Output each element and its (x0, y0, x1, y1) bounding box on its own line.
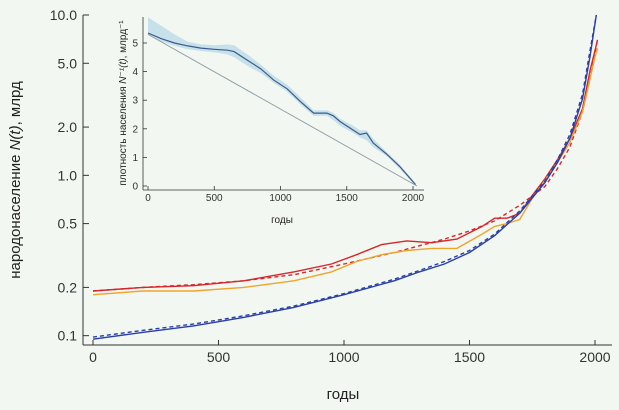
inset-x-tick-label: 0 (145, 193, 151, 204)
inset-x-tick-label: 2000 (402, 193, 425, 204)
inset-x-tick-label: 1500 (336, 193, 359, 204)
y-tick-label: 1.0 (58, 167, 78, 183)
x-tick-label: 500 (207, 349, 231, 365)
y-axis-title-part: , млрд (7, 81, 24, 125)
y-axis-title: народонаселение N(t), млрд (7, 81, 24, 279)
series-line-3 (92, 48, 599, 296)
series-line-4 (92, 14, 597, 340)
inset-x-axis-title: годы (271, 215, 293, 226)
y-tick-label: 0.2 (58, 279, 78, 295)
y-tick-label: 10.0 (50, 7, 77, 23)
series-line-2 (92, 39, 599, 292)
inset-y-axis-title: плотность населения N⁻¹(t), млрд⁻¹ (118, 20, 129, 186)
inset-y-axis-title-part: , млрд⁻¹ (118, 20, 129, 59)
y-axis-title-part: N(t) (7, 125, 24, 150)
x-tick-label: 2000 (579, 349, 610, 365)
x-tick-label: 0 (89, 349, 97, 365)
inset-x-tick-label: 1000 (269, 193, 292, 204)
y-tick-label: 5.0 (58, 55, 78, 71)
y-tick-label: 0.1 (58, 328, 78, 344)
inset-y-tick-label: 2 (132, 124, 138, 135)
main-chart: 10.05.02.01.00.50.20.10 500 1000 1500 2000го… (7, 7, 612, 403)
y-axis-title-part: народонаселение (7, 150, 24, 278)
series-line-1 (92, 39, 599, 292)
inset-x-tick-label: 500 (206, 193, 223, 204)
inset-y-tick-label: 5 (132, 39, 138, 50)
inset-series-line-2 (147, 34, 418, 187)
inset-y-axis-title-part: плотность населения (118, 84, 129, 186)
inset-series-line-1 (147, 32, 417, 186)
x-tick-label: 1500 (454, 349, 485, 365)
inset-y-tick-label: 1 (132, 153, 138, 164)
inset-chart: 0 1 2 3 4 5 0 500 1000 1500 2000 годы плотность насе… (113, 7, 430, 233)
inset-y-tick-label: 4 (132, 67, 138, 78)
x-axis-title: годы (327, 386, 360, 403)
y-tick-label: 2.0 (58, 119, 78, 135)
inset-y-tick-label: 0 (132, 182, 138, 193)
series-line-5 (92, 14, 597, 338)
inset-y-axis-title-part: N⁻¹(t) (118, 58, 129, 83)
y-tick-label: 0.5 (58, 216, 78, 232)
x-tick-label: 1000 (328, 349, 359, 365)
inset-y-tick-label: 3 (132, 96, 138, 107)
